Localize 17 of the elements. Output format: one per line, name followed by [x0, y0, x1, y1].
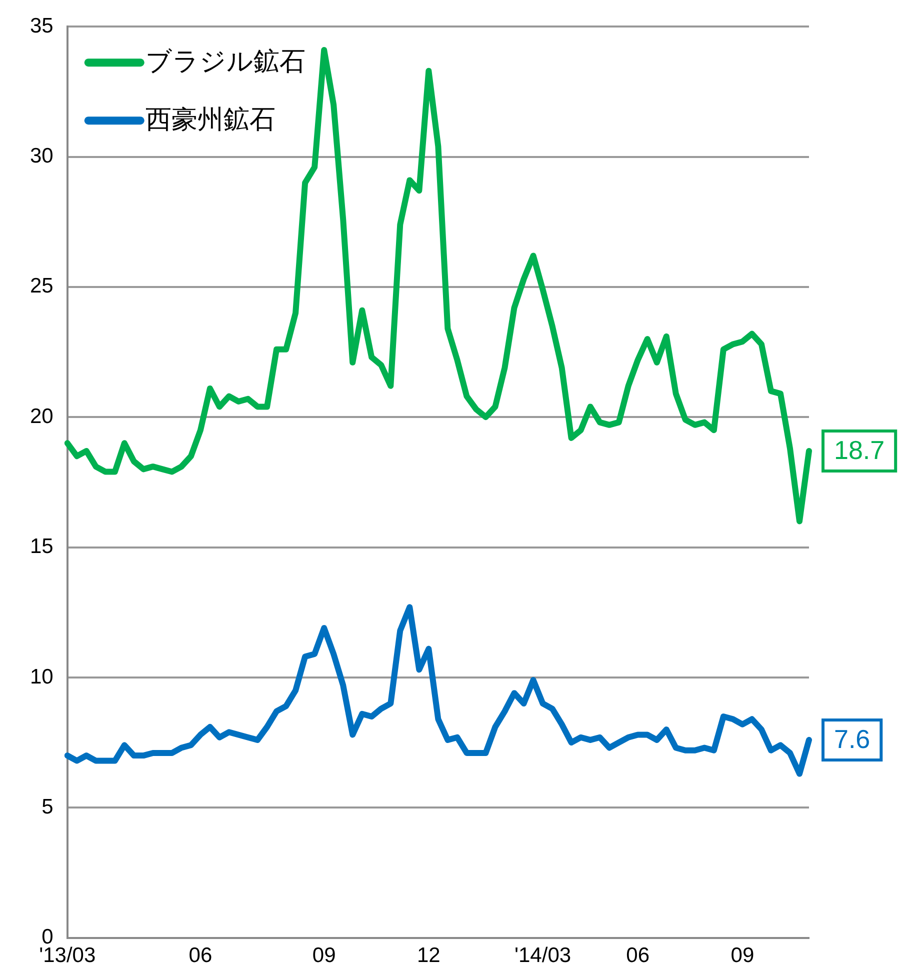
y-tick-label: 15: [30, 535, 54, 558]
x-tick-label: 06: [188, 944, 212, 968]
y-tick-label: 25: [30, 274, 54, 298]
legend-label: 西豪州鉱石: [145, 104, 276, 134]
legend-label: ブラジル鉱石: [145, 46, 306, 76]
y-tick-label: 5: [42, 795, 54, 818]
x-tick-label: 06: [626, 944, 650, 968]
x-tick-label: 09: [312, 944, 336, 968]
y-tick-label: 20: [30, 404, 54, 428]
text: 7.6: [834, 724, 870, 754]
x-tick-label: 12: [416, 944, 440, 968]
y-tick-label: 10: [30, 665, 54, 688]
y-tick-label: 35: [30, 14, 54, 38]
x-tick-label: 09: [730, 944, 754, 968]
text: 18.7: [834, 435, 885, 466]
y-tick-label: 30: [30, 144, 54, 168]
x-tick-label: '14/03: [514, 944, 572, 968]
